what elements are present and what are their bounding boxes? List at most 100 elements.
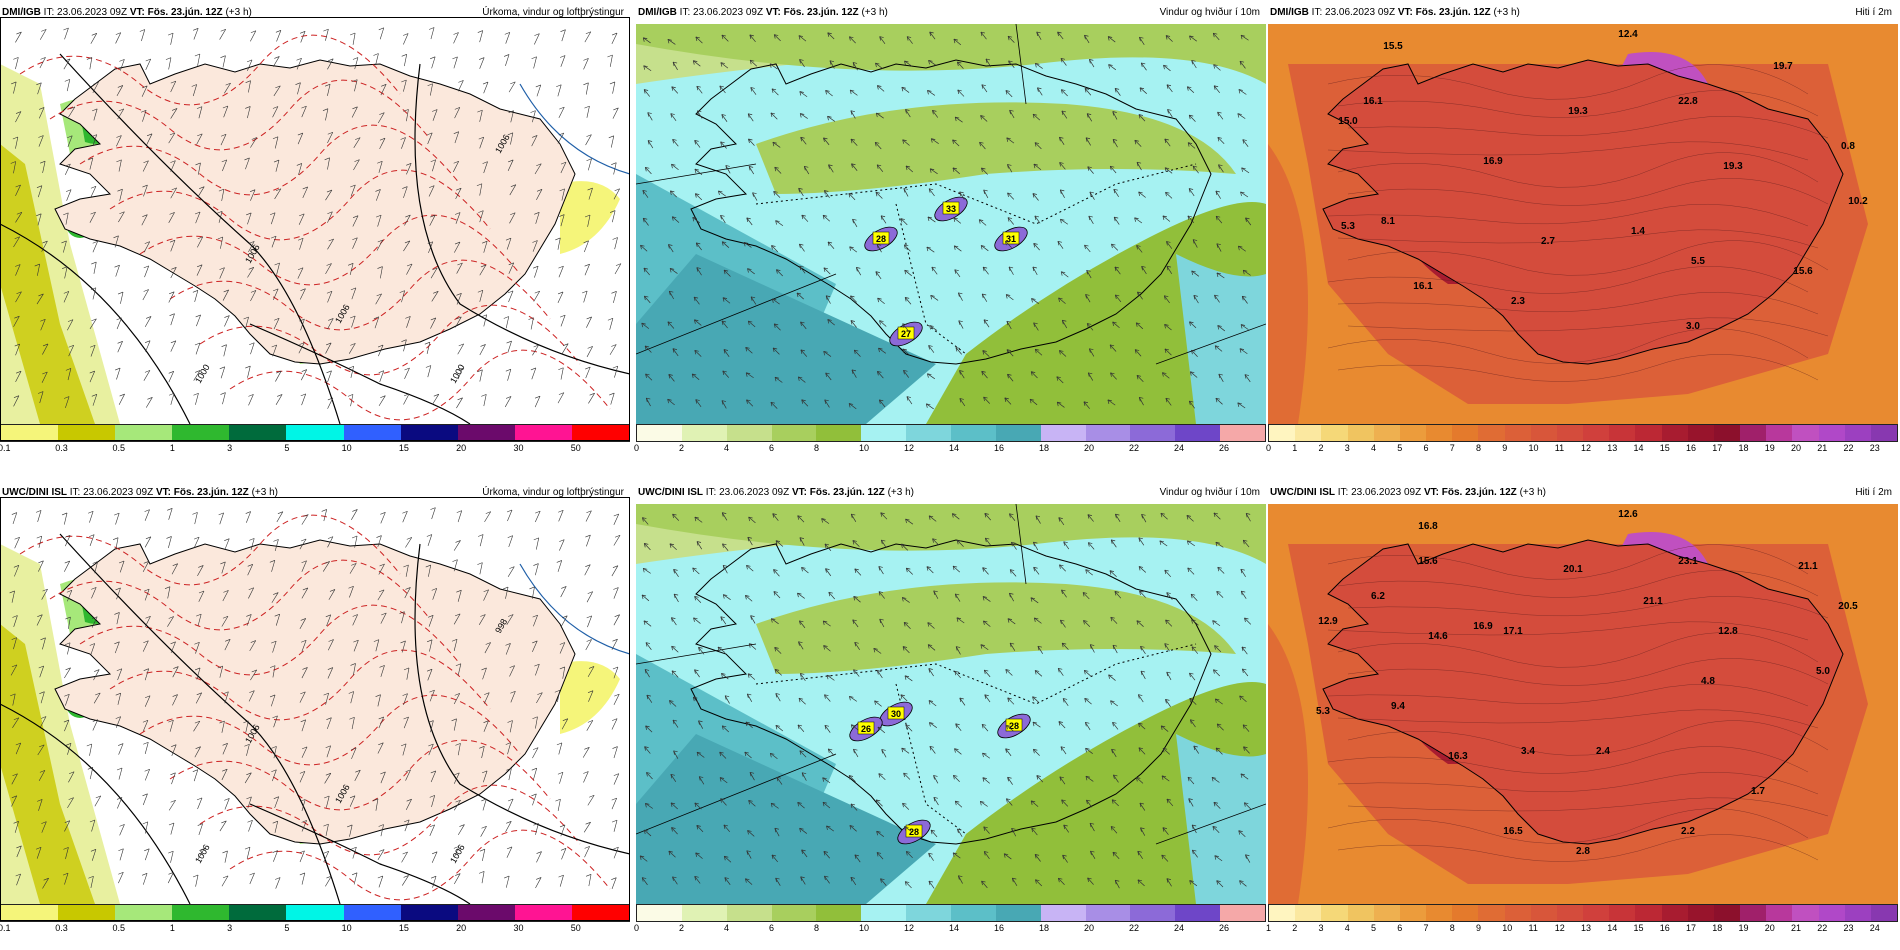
legend-tick-label: 10 (341, 443, 352, 453)
legend-swatch (1870, 905, 1898, 921)
legend-swatch (1635, 905, 1662, 921)
legend-tick-label: 30 (513, 923, 524, 933)
variable-name: Vindur og hviður í 10m (1159, 487, 1260, 498)
variable-name: Hiti í 2m (1855, 487, 1892, 498)
legend-swatch (172, 905, 230, 921)
temp-label: 20.1 (1563, 564, 1583, 575)
legend-tick-label: 22 (1843, 443, 1854, 453)
legend-swatch (1220, 905, 1266, 921)
legend-tick-label: 5 (284, 923, 290, 933)
land-outline (1322, 539, 1844, 845)
legend-swatch (771, 905, 817, 921)
model-name: DMI/IGB (1270, 7, 1309, 18)
legend-swatch (1347, 425, 1374, 441)
legend-swatch (229, 905, 287, 921)
temp-label: 1.7 (1751, 786, 1765, 797)
legend-swatch (343, 425, 401, 441)
temp-label: 16.3 (1448, 751, 1468, 762)
temp-label: 5.0 (1816, 666, 1830, 677)
temp-label: 15.0 (1338, 116, 1358, 127)
legend-swatch (1040, 905, 1086, 921)
legend-swatch (1085, 905, 1131, 921)
legend-tick-label: 18 (1738, 443, 1749, 453)
color-legend: 0.1 0.3 0.5 1 3 5 10 15 20 30 50 (0, 904, 630, 940)
legend-tick-label: 15 (1633, 923, 1644, 933)
legend-tick-label: 3 (227, 923, 233, 933)
legend-tick-label: 15 (398, 923, 409, 933)
panel-title: UWC/DINI ISL IT: 23.06.2023 09Z VT: Fös.… (638, 487, 1262, 501)
legend-tick-label: 0 (634, 923, 640, 933)
panel-p6: UWC/DINI ISL IT: 23.06.2023 09Z VT: Fös.… (1266, 480, 1898, 940)
isobars (0, 53, 630, 424)
legend-tick-label: 10 (859, 923, 870, 933)
legend-swatch (286, 425, 344, 441)
temp-label: 19.3 (1723, 161, 1743, 172)
valid-time: VT: Fös. 23.jún. 12Z (791, 487, 885, 498)
variable-name: Úrkoma, vindur og loftþrýstingur (482, 7, 624, 18)
gust-label: 28 (909, 827, 919, 837)
legend-swatch (681, 425, 727, 441)
legend-tick-label: 10 (1502, 923, 1513, 933)
legend-swatch (1556, 905, 1584, 921)
legend-swatch (1452, 905, 1479, 921)
map-area: 16.8 12.6 23.1 21.1 15.6 6.2 20.1 20.5 12.9 14.6 1… (1268, 504, 1898, 904)
legend-swatch (1844, 425, 1871, 441)
legend-swatch (58, 905, 116, 921)
temp-label: 12.9 (1318, 616, 1338, 627)
legend-swatch (229, 425, 287, 441)
panel-title: UWC/DINI ISL IT: 23.06.2023 09Z VT: Fös.… (2, 487, 626, 501)
legend-swatch (1583, 905, 1610, 921)
lead-time: (+3 h) (1493, 7, 1520, 18)
legend-tick-label: 18 (1039, 923, 1050, 933)
temp-label: 12.6 (1618, 509, 1638, 520)
temp-label: 17.1 (1503, 626, 1523, 637)
temp-label: 15.5 (1383, 41, 1403, 52)
legend-tick-label: 0 (634, 443, 640, 453)
legend-swatch (1530, 905, 1557, 921)
legend-tick-label: 19 (1764, 443, 1775, 453)
legend-tick-label: 3 (1318, 923, 1324, 933)
legend-tick-label: 8 (814, 443, 820, 453)
temp-label: 19.3 (1568, 106, 1588, 117)
legend-swatch (861, 425, 907, 441)
map-area: 30 26 28 28 (636, 504, 1266, 904)
legend-swatch (1426, 905, 1453, 921)
legend-tick-label: 22 (1129, 923, 1140, 933)
legend-swatch (906, 425, 952, 441)
map-area: 998 1006 1006 1006 1006 (0, 504, 630, 904)
legend-tick-label: 50 (570, 443, 581, 453)
map-svg: 28 33 31 27 (636, 24, 1266, 424)
map-area: 28 33 31 27 (636, 24, 1266, 424)
legend-swatch (1, 905, 59, 921)
temp-label: 2.3 (1511, 296, 1525, 307)
legend-swatch (726, 905, 772, 921)
legend-swatch (1713, 905, 1741, 921)
legend-swatch (1321, 425, 1348, 441)
temp-label: 12.4 (1618, 29, 1638, 40)
legend-swatch (1040, 425, 1086, 441)
legend-tick-label: 0.5 (112, 923, 126, 933)
legend-tick-label: 21 (1817, 443, 1828, 453)
temp-isolines (19, 514, 611, 901)
legend-tick-label: 13 (1607, 443, 1618, 453)
temp-label: 3.4 (1521, 746, 1535, 757)
temp-label: 15.6 (1418, 556, 1438, 567)
temp-contours (1327, 64, 1829, 382)
legend-swatch (816, 905, 862, 921)
legend-swatch (637, 905, 682, 921)
gust-label: 28 (1009, 721, 1019, 731)
legend-swatch (58, 425, 116, 441)
legend-swatch (816, 425, 862, 441)
legend-bar (0, 424, 630, 442)
legend-tick-label: 24 (1174, 923, 1185, 933)
legend-swatch (400, 905, 458, 921)
temp-label: 20.5 (1838, 601, 1858, 612)
legend-swatch (1661, 425, 1688, 441)
legend-swatch (1, 425, 59, 441)
temp-label: 23.1 (1678, 556, 1698, 567)
temp-label: 0.8 (1841, 141, 1855, 152)
legend-swatch (951, 425, 996, 441)
legend-swatch (1609, 905, 1636, 921)
legend-tick-label: 0.3 (55, 923, 68, 933)
